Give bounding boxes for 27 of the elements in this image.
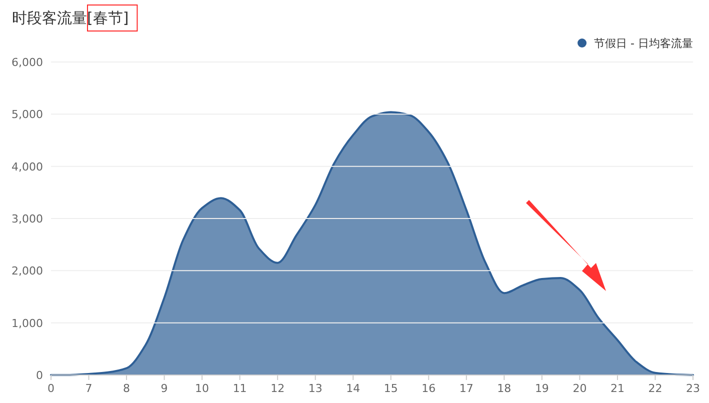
x-tick-label: 23: [686, 382, 700, 395]
x-tick-label: 18: [497, 382, 512, 395]
x-tick-label: 11: [232, 382, 247, 395]
x-tick-label: 0: [48, 382, 54, 395]
x-tick-label: 12: [270, 382, 285, 395]
x-tick-label: 16: [422, 382, 436, 395]
x-tick-label: 13: [308, 382, 322, 395]
x-tick-label: 7: [85, 382, 92, 395]
chart-title: 时段客流量[春节]: [12, 9, 129, 27]
y-tick-label: 5,000: [12, 108, 43, 122]
y-tick-label: 3,000: [12, 212, 43, 226]
y-tick-label: 2,000: [12, 264, 43, 278]
x-tick-label: 19: [534, 382, 549, 395]
x-tick-label: 9: [160, 382, 168, 395]
x-tick-label: 22: [648, 382, 662, 395]
y-tick-label: 4,000: [12, 160, 43, 174]
x-tick-label: 10: [195, 382, 210, 395]
x-tick-label: 17: [459, 382, 474, 395]
y-tick-label: 6,000: [12, 56, 43, 69]
x-tick-label: 21: [610, 382, 624, 395]
x-tick-label: 14: [346, 382, 360, 395]
x-tick-label: 20: [572, 382, 587, 395]
legend-label: 节假日 - 日均客流量: [594, 37, 693, 50]
x-tick-label: 15: [384, 382, 398, 395]
y-tick-label: 0: [36, 369, 43, 382]
x-tick-label: 8: [123, 382, 130, 395]
y-tick-label: 1,000: [12, 316, 43, 330]
